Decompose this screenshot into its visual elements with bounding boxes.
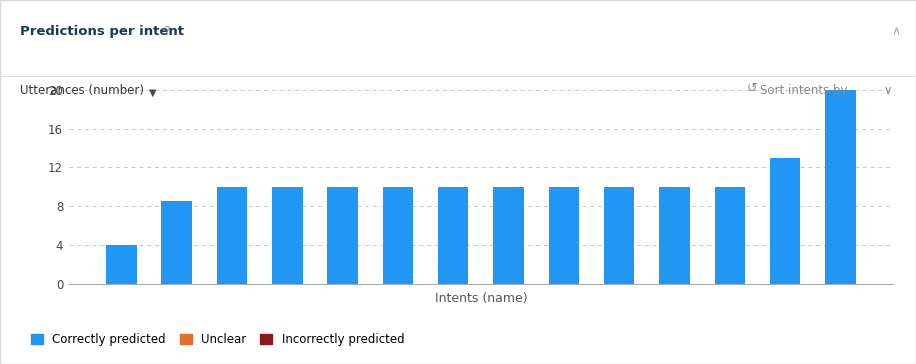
Bar — [272, 187, 302, 284]
Text: Predictions per intent: Predictions per intent — [20, 25, 184, 39]
Text: ?: ? — [163, 25, 169, 39]
Bar — [604, 187, 635, 284]
Bar — [769, 158, 801, 284]
Text: ∨: ∨ — [884, 84, 892, 97]
Text: ↺: ↺ — [747, 82, 757, 95]
Bar — [106, 245, 136, 284]
Bar — [438, 187, 468, 284]
Bar — [660, 187, 690, 284]
Text: ∧: ∧ — [891, 25, 900, 39]
Legend: Correctly predicted, Unclear, Incorrectly predicted: Correctly predicted, Unclear, Incorrectl… — [26, 328, 409, 351]
Bar — [383, 187, 413, 284]
Bar — [327, 187, 358, 284]
Bar — [161, 201, 192, 284]
Bar — [217, 187, 247, 284]
Bar — [714, 187, 745, 284]
Text: Utterances (number): Utterances (number) — [20, 84, 144, 97]
Bar — [494, 187, 524, 284]
Bar — [549, 187, 579, 284]
X-axis label: Intents (name): Intents (name) — [434, 292, 528, 305]
Text: ▼: ▼ — [149, 87, 157, 97]
Bar — [825, 90, 856, 284]
Text: Sort intents by: Sort intents by — [760, 84, 848, 97]
